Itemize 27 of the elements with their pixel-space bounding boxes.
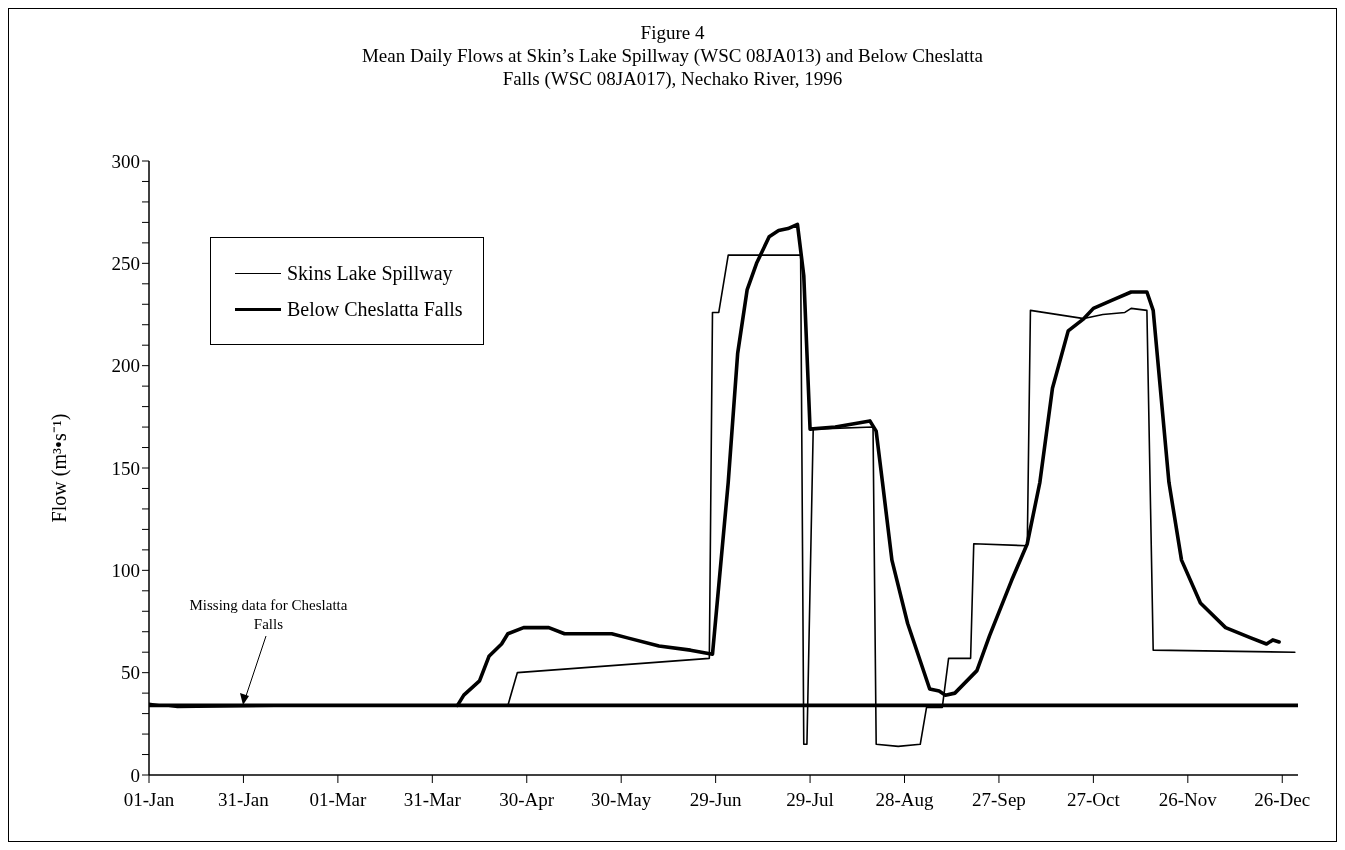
x-tick-label: 31-Mar: [403, 789, 462, 811]
y-tick-label: 100: [111, 560, 140, 582]
x-tick-label: 29-Jun: [689, 789, 742, 811]
x-tick-label: 31-Jan: [218, 789, 270, 811]
page-border: Figure 4 Mean Daily Flows at Skin’s Lake Spillway (WSC 08JA013) and Below Cheslatta Falls (WSC 08JA017), Nechako River, 1996 01-Jan 31-Jan 01-Mar 31-Mar 30-Apr 30-May 29-Jun 29-Jul 28-Aug 27-Sep 27-Oct 26-Nov 26-Dec 0 50 100 150 200 250 300 Flow (m³•s⁻¹) Skins Lake Spillway Below Cheslatta Falls Missing data for Cheslatta Falls: [8, 8, 1337, 842]
chart-subtitle: Mean Daily Flows at Skin’s Lake Spillway (WSC 08JA013) and Below Cheslatta Falls (WSC 08JA017), Nechako River, 1996: [360, 44, 985, 90]
x-tick-label: 30-May: [591, 789, 652, 811]
x-tick-label: 27-Oct: [1067, 789, 1121, 811]
y-tick-label: 50: [121, 662, 140, 684]
y-tick-label: 300: [111, 150, 140, 172]
x-tick-label: 26-Nov: [1158, 789, 1218, 811]
x-tick-label: 30-Apr: [499, 789, 555, 811]
x-tick-label: 27-Sep: [972, 789, 1026, 811]
legend-label: Below Cheslatta Falls: [287, 297, 463, 321]
x-tick-label: 01-Jan: [123, 789, 175, 811]
y-tick-label: 250: [111, 253, 140, 275]
y-tick-label: 0: [130, 764, 140, 786]
x-tick-label: 28-Aug: [875, 789, 935, 811]
x-tick-label: 29-Jul: [786, 789, 834, 811]
annotation: Missing data for Cheslatta Falls: [188, 596, 349, 635]
legend-label: Skins Lake Spillway: [287, 261, 453, 285]
y-axis-title: Flow (m³•s⁻¹): [48, 413, 72, 523]
chart-title: Figure 4: [639, 21, 706, 44]
x-tick-label: 26-Dec: [1254, 789, 1311, 811]
y-tick-label: 150: [111, 457, 140, 479]
x-tick-label: 01-Mar: [309, 789, 368, 811]
y-tick-label: 200: [111, 355, 140, 377]
